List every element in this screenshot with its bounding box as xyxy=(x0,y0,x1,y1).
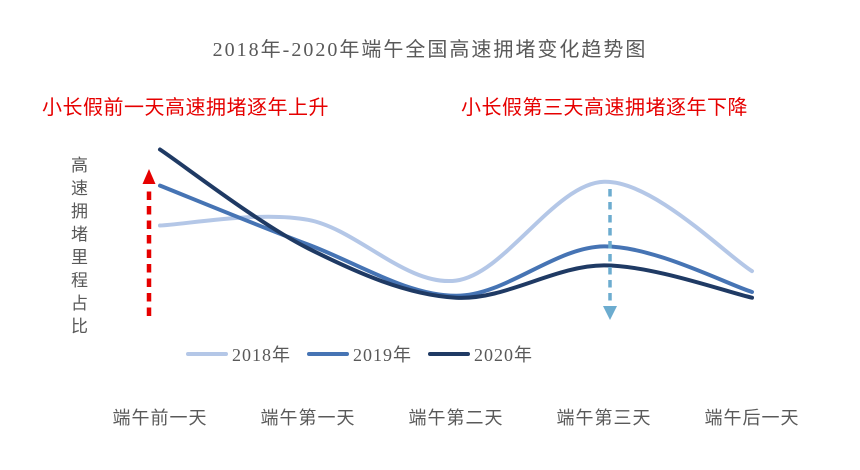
series-line-2020年 xyxy=(158,147,754,300)
series-line-2018年 xyxy=(158,179,754,284)
legend-label: 2018年 xyxy=(232,345,291,365)
legend-item-2020年: 2020年 xyxy=(428,341,533,367)
x-axis-label-端午前一天: 端午前一天 xyxy=(112,408,208,428)
y-axis-title: 高速拥堵里程占比 xyxy=(68,156,87,340)
legend-swatch xyxy=(307,352,349,356)
legend-label: 2019年 xyxy=(353,345,412,365)
x-axis-label-端午后一天: 端午后一天 xyxy=(704,408,800,428)
x-axis-label-端午第二天: 端午第二天 xyxy=(408,408,504,428)
x-axis-labels: 端午前一天 端午第一天 端午第二天 端午第三天 端午后一天 xyxy=(0,404,860,428)
legend-label: 2020年 xyxy=(474,345,533,365)
legend-item-2018年: 2018年 xyxy=(186,341,291,367)
down-arrowhead-icon xyxy=(603,306,617,320)
x-axis-label-端午第三天: 端午第三天 xyxy=(556,408,652,428)
legend-swatch xyxy=(186,352,228,356)
annotation-falling: 小长假第三天高速拥堵逐年下降 xyxy=(461,97,748,119)
up-arrowhead-icon xyxy=(142,169,156,184)
chart-title: 2018年-2020年端午全国高速拥堵变化趋势图 xyxy=(212,39,648,61)
legend: 2018年 2019年 2020年 xyxy=(186,345,533,365)
x-axis-label-端午第一天: 端午第一天 xyxy=(260,408,356,428)
annotation-rising: 小长假前一天高速拥堵逐年上升 xyxy=(42,97,329,119)
legend-swatch xyxy=(428,352,470,356)
legend-item-2019年: 2019年 xyxy=(307,341,412,367)
